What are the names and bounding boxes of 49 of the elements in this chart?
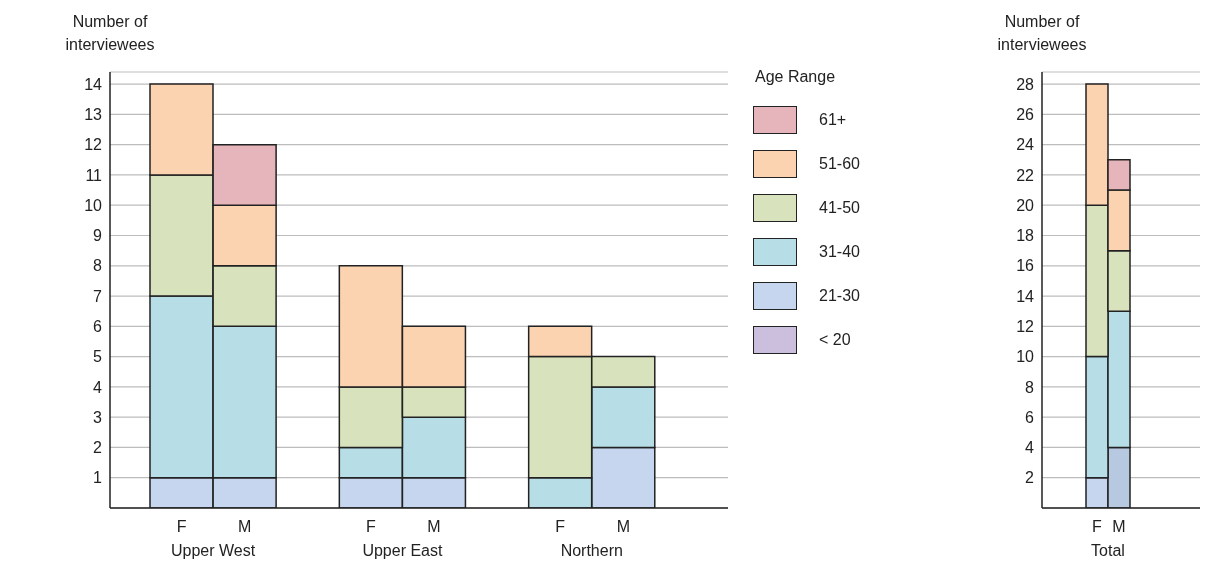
- y-tick-label: 24: [1016, 136, 1035, 154]
- y-tick-label: 12: [1016, 318, 1035, 336]
- text: Total: [1091, 542, 1125, 559]
- y-tick-label: 5: [93, 348, 103, 366]
- legend-title: Age Range: [755, 68, 837, 86]
- y-tick-label: 6: [1025, 408, 1035, 426]
- y-tick-label: 14: [84, 75, 103, 93]
- legend-label: 51-60: [819, 155, 860, 173]
- y-tick-label: 8: [93, 257, 103, 275]
- y-tick-label: 14: [1016, 287, 1035, 305]
- legend-label: 21-30: [819, 287, 860, 305]
- x-tick-label: F: [176, 518, 187, 535]
- legend-label: 61+: [819, 111, 847, 129]
- y-tick-label: 1: [93, 469, 103, 487]
- y-tick-label: 9: [93, 227, 103, 245]
- legend-label: 31-40: [819, 243, 860, 261]
- y-tick-label: 26: [1016, 106, 1035, 124]
- y-tick-label: 28: [1016, 75, 1035, 93]
- y-tick-label: 16: [1016, 257, 1035, 275]
- text: Northern: [560, 542, 623, 559]
- y-tick-label: 2: [1025, 469, 1035, 487]
- x-tick-label: F: [555, 518, 566, 535]
- y-tick-label: 18: [1016, 227, 1035, 245]
- legend-label: 41-50: [819, 199, 860, 217]
- x-tick-label: M: [238, 518, 252, 535]
- x-tick-label: M: [1112, 518, 1126, 535]
- y-tick-label: 13: [84, 106, 103, 124]
- y-tick-label: 22: [1016, 166, 1035, 184]
- y-axis-title: Number of interviewees: [64, 12, 156, 55]
- y-tick-label: 8: [1025, 378, 1035, 396]
- y-axis-title: Number of interviewees: [996, 12, 1088, 55]
- y-tick-label: 10: [1016, 348, 1035, 366]
- x-tick-label: M: [427, 518, 441, 535]
- y-tick-label: 10: [84, 196, 103, 214]
- y-tick-label: 20: [1016, 196, 1035, 214]
- x-tick-label: F: [366, 518, 376, 535]
- y-tick-label: 6: [93, 318, 103, 336]
- legend-label: < 20: [819, 331, 851, 349]
- text: Upper East: [362, 542, 444, 559]
- y-tick-label: 12: [84, 136, 103, 154]
- y-tick-label: 3: [93, 408, 103, 426]
- x-tick-label: M: [616, 518, 630, 535]
- y-tick-label: 4: [1025, 439, 1035, 457]
- text: Upper West: [171, 542, 256, 559]
- y-tick-label: 11: [85, 166, 103, 184]
- y-tick-label: 4: [93, 378, 103, 396]
- y-tick-label: 7: [93, 287, 103, 305]
- x-tick-label: F: [1092, 518, 1103, 535]
- y-tick-label: 2: [93, 439, 103, 457]
